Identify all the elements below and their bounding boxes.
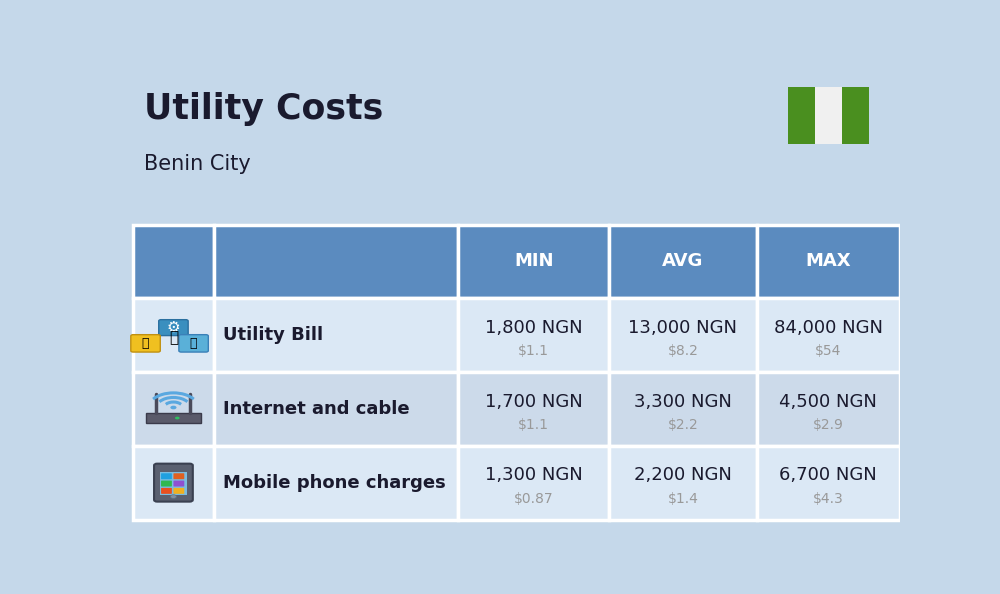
Bar xyxy=(214,446,458,520)
Bar xyxy=(146,413,201,422)
Text: ⚙: ⚙ xyxy=(167,320,180,335)
Circle shape xyxy=(175,416,180,419)
Bar xyxy=(133,446,214,520)
Text: $2.9: $2.9 xyxy=(813,418,844,432)
FancyBboxPatch shape xyxy=(173,488,184,494)
FancyBboxPatch shape xyxy=(161,473,172,479)
FancyBboxPatch shape xyxy=(173,473,184,479)
Bar xyxy=(609,225,757,298)
Bar xyxy=(757,372,900,446)
Bar xyxy=(458,298,609,372)
Text: 1,300 NGN: 1,300 NGN xyxy=(485,466,583,484)
Text: Internet and cable: Internet and cable xyxy=(223,400,410,418)
Bar xyxy=(133,372,214,446)
Text: 🔌: 🔌 xyxy=(142,337,149,350)
Bar xyxy=(214,298,458,372)
Text: $54: $54 xyxy=(815,345,842,358)
Bar xyxy=(133,225,214,298)
Text: 6,700 NGN: 6,700 NGN xyxy=(779,466,877,484)
Text: $1.1: $1.1 xyxy=(518,345,549,358)
FancyBboxPatch shape xyxy=(179,334,208,352)
FancyBboxPatch shape xyxy=(161,488,172,494)
Bar xyxy=(214,372,458,446)
Text: 13,000 NGN: 13,000 NGN xyxy=(629,319,738,337)
Text: MIN: MIN xyxy=(514,252,554,270)
Bar xyxy=(458,372,609,446)
Bar xyxy=(788,87,815,144)
Text: 3,300 NGN: 3,300 NGN xyxy=(634,393,732,410)
Text: Benin City: Benin City xyxy=(144,154,251,173)
Bar xyxy=(788,87,869,144)
FancyBboxPatch shape xyxy=(161,481,172,486)
Text: 1,800 NGN: 1,800 NGN xyxy=(485,319,583,337)
Text: AVG: AVG xyxy=(662,252,704,270)
FancyBboxPatch shape xyxy=(154,464,193,501)
Bar xyxy=(458,225,609,298)
Text: $4.3: $4.3 xyxy=(813,492,844,506)
Text: $8.2: $8.2 xyxy=(668,345,698,358)
Text: $0.87: $0.87 xyxy=(514,492,554,506)
FancyBboxPatch shape xyxy=(131,334,160,352)
Circle shape xyxy=(170,495,177,498)
Text: Mobile phone charges: Mobile phone charges xyxy=(223,473,446,492)
Bar xyxy=(458,446,609,520)
Bar xyxy=(609,446,757,520)
FancyBboxPatch shape xyxy=(159,320,188,336)
Bar xyxy=(160,472,187,495)
Text: $1.4: $1.4 xyxy=(668,492,698,506)
Bar xyxy=(842,87,869,144)
Bar xyxy=(133,298,214,372)
FancyBboxPatch shape xyxy=(173,481,184,486)
Text: $1.1: $1.1 xyxy=(518,418,549,432)
Text: 1,700 NGN: 1,700 NGN xyxy=(485,393,583,410)
Text: 🧑: 🧑 xyxy=(169,330,178,345)
Text: Utility Costs: Utility Costs xyxy=(144,92,384,126)
Text: Utility Bill: Utility Bill xyxy=(223,326,324,344)
Bar xyxy=(757,298,900,372)
Text: 4,500 NGN: 4,500 NGN xyxy=(779,393,877,410)
Bar xyxy=(757,225,900,298)
Circle shape xyxy=(170,406,177,409)
Bar xyxy=(609,298,757,372)
Text: 2,200 NGN: 2,200 NGN xyxy=(634,466,732,484)
Text: 🚰: 🚰 xyxy=(190,337,197,350)
Bar xyxy=(757,446,900,520)
Bar xyxy=(609,372,757,446)
Text: 84,000 NGN: 84,000 NGN xyxy=(774,319,883,337)
Text: $2.2: $2.2 xyxy=(668,418,698,432)
Bar xyxy=(214,225,458,298)
Text: MAX: MAX xyxy=(806,252,851,270)
